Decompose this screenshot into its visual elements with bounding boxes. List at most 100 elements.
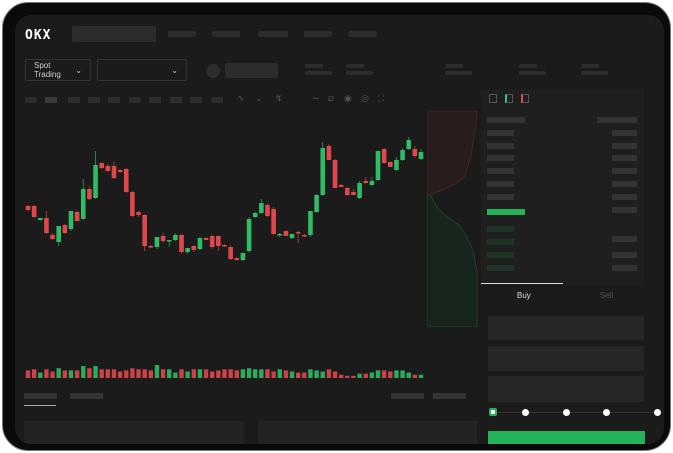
candle-up (277, 234, 283, 236)
candle-down (179, 235, 184, 252)
volume-bar (38, 372, 43, 378)
candle-down (222, 245, 227, 247)
stat-value (305, 71, 332, 75)
candle-down (142, 215, 147, 246)
order-book (481, 89, 644, 285)
draw-icon[interactable]: ↯ (275, 93, 283, 103)
search-bar[interactable] (72, 26, 156, 42)
candle-up (369, 181, 375, 185)
candle-up (289, 234, 295, 238)
orderbook-both-icon[interactable] (489, 94, 497, 103)
fullscreen-icon[interactable]: ⛶ (378, 93, 385, 103)
timeframe-button[interactable] (170, 97, 182, 103)
amount-slider-track[interactable] (493, 412, 658, 413)
bid-amount (612, 252, 637, 258)
timeframe-button[interactable] (149, 97, 161, 103)
ruler-icon[interactable]: ⧄ (328, 93, 334, 103)
ask-price (487, 130, 514, 136)
candle-up (308, 211, 313, 235)
nav-item[interactable] (304, 31, 332, 37)
price-input[interactable] (488, 316, 644, 340)
nav-item[interactable] (168, 31, 196, 37)
timeframe-button[interactable] (88, 97, 100, 103)
slider-stop-50[interactable] (563, 409, 570, 416)
filter-button[interactable] (391, 393, 424, 399)
candle-up (80, 189, 86, 219)
volume-bar (308, 369, 313, 378)
indicator-icon[interactable]: ∿ (237, 93, 245, 103)
amount-input[interactable] (488, 346, 644, 371)
volume-bar (253, 369, 258, 378)
candle-down (50, 235, 55, 239)
volume-bar (99, 369, 104, 378)
volume-bar (87, 368, 92, 378)
timeframe-button[interactable] (211, 97, 223, 103)
volume-bar (388, 371, 393, 378)
slider-stop-25[interactable] (522, 409, 529, 416)
volume-bar (31, 369, 37, 378)
candle-up (406, 140, 412, 149)
volume-bar (136, 369, 141, 378)
candle-down (87, 189, 92, 199)
buy-tab-indicator (481, 283, 563, 284)
candle-up (37, 218, 43, 220)
market-select[interactable]: Spot Trading ⌄ (25, 59, 91, 81)
tab-buy[interactable]: Buy (517, 291, 531, 300)
okx-logo[interactable]: OKX (25, 28, 52, 43)
orderbook-bids-icon[interactable] (505, 94, 513, 103)
ask-price (487, 155, 514, 161)
chevron-down-icon[interactable]: ⌄ (255, 93, 263, 103)
timeframe-button[interactable] (108, 97, 120, 103)
stat-label (346, 64, 364, 68)
timeframe-button[interactable] (68, 97, 80, 103)
nav-item[interactable] (212, 31, 240, 37)
ask-amount (612, 130, 637, 136)
timeframe-button[interactable] (45, 97, 57, 103)
volume-bar (68, 370, 74, 378)
stat-label (581, 64, 599, 68)
total-input[interactable] (488, 376, 644, 402)
volume-bar (400, 370, 405, 378)
volume-bar (302, 372, 307, 378)
tab-sell[interactable]: Sell (600, 291, 614, 300)
tab-order-history[interactable] (70, 393, 103, 399)
candle-down (412, 149, 418, 156)
volume-bar (228, 369, 233, 378)
ask-price (487, 168, 514, 174)
buy-button[interactable] (488, 431, 645, 444)
nav-item[interactable] (349, 31, 377, 37)
volume-bar (246, 368, 252, 378)
depth-chart (427, 111, 478, 327)
candle-down (209, 236, 215, 247)
candle-up (259, 203, 264, 213)
filter-button[interactable] (433, 393, 466, 399)
stat-value (445, 71, 472, 75)
candle-down (326, 146, 332, 160)
volume-bar (210, 371, 215, 378)
camera-icon[interactable]: ◉ (344, 93, 352, 103)
candlestick-chart[interactable] (15, 90, 478, 398)
candle-down (271, 209, 276, 234)
tab-open-orders[interactable] (24, 393, 57, 399)
chevron-down-icon: ⌄ (171, 65, 178, 75)
timeframe-button[interactable] (129, 97, 141, 103)
last-price (487, 209, 525, 215)
candle-up (418, 152, 424, 159)
timeframe-button[interactable] (25, 97, 37, 103)
candle-up (314, 195, 319, 212)
candle-down (351, 192, 356, 195)
volume-bar (25, 370, 31, 378)
nav-item[interactable] (258, 31, 288, 37)
slider-stop-75[interactable] (603, 409, 610, 416)
timeframe-button[interactable] (190, 97, 202, 103)
ask-amount (612, 168, 637, 174)
settings-icon[interactable]: ◎ (361, 93, 369, 103)
candle-up (252, 213, 258, 217)
slider-handle[interactable] (489, 408, 497, 416)
line-icon[interactable]: ∼ (312, 93, 320, 103)
orderbook-asks-icon[interactable] (521, 94, 529, 103)
stat-label (519, 64, 537, 68)
slider-stop-100[interactable] (654, 409, 661, 416)
pair-select[interactable]: ⌄ (97, 59, 187, 81)
